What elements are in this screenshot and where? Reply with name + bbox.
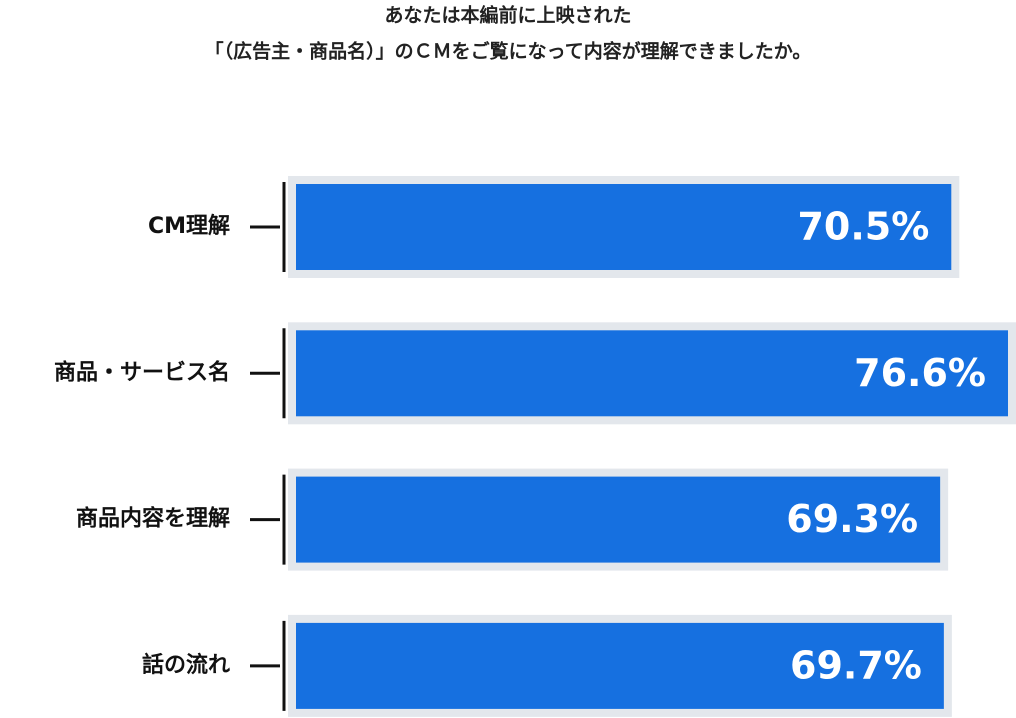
value-label: 69.7% (790, 643, 922, 687)
value-label: 70.5% (797, 205, 929, 249)
bar (296, 184, 952, 270)
chart-title: あなたは本編前に上映された (384, 4, 631, 27)
bar (296, 622, 944, 709)
category-label: CM理解 (148, 213, 230, 239)
value-label: 69.3% (786, 497, 918, 541)
bar (296, 330, 1008, 417)
category-label: 商品内容を理解 (76, 506, 230, 532)
category-label: 商品・サービス名 (54, 359, 230, 385)
value-label: 76.6% (854, 351, 986, 395)
chart-title: 「（広告主・商品名）」のＣＭをご覧になって内容が理解できましたか。 (205, 40, 812, 63)
category-label: 話の流れ (142, 652, 230, 678)
bar (296, 476, 941, 563)
